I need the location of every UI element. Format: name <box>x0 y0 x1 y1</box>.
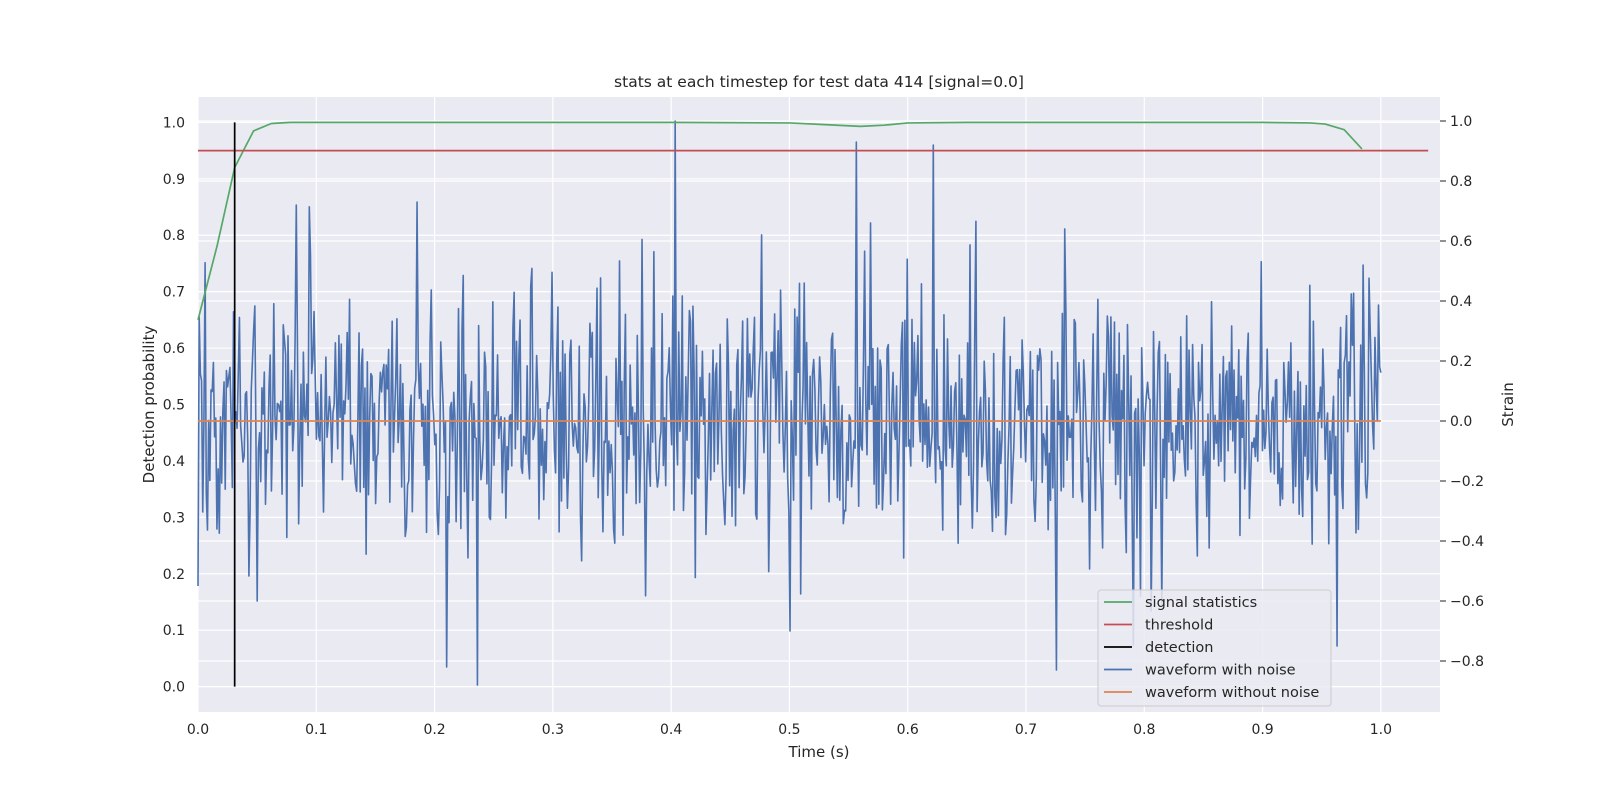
x-tick-label: 0.8 <box>1133 722 1155 738</box>
y-tick-label-left: 0.7 <box>163 285 185 301</box>
y-tick-label-left: 0.0 <box>163 680 185 696</box>
legend-label: signal statistics <box>1145 595 1257 611</box>
y-tick-label-left: 0.4 <box>163 454 185 470</box>
x-tick-label: 0.3 <box>542 722 564 738</box>
y-tick-label-right: −0.8 <box>1450 654 1484 670</box>
y-tick-label-right: −0.6 <box>1450 594 1484 610</box>
series-line-waveform-with-noise <box>197 120 1382 686</box>
y-tick-label-right: 0.8 <box>1450 174 1472 190</box>
legend-label: threshold <box>1145 618 1213 634</box>
y-axis-label-left: Detection probability <box>140 326 158 484</box>
y-tick-label-left: 1.0 <box>163 115 185 131</box>
ticks: 0.0 0.1 0.2 0.3 0.4 0.5 0.6 0.7 0.8 0.9 1.0 0.0 0.1 0… <box>163 114 1484 738</box>
x-tick-label: 0.4 <box>660 722 682 738</box>
y-axis-label-right: Strain <box>1499 382 1517 426</box>
y-tick-label-right: 0.2 <box>1450 354 1472 370</box>
series-layer <box>197 120 1429 687</box>
series-line-signal-statistics <box>197 121 1363 321</box>
x-tick-label: 0.7 <box>1015 722 1037 738</box>
y-tick-label-right: 0.0 <box>1450 414 1472 430</box>
y-tick-label-left: 0.3 <box>163 510 185 526</box>
y-tick-label-left: 0.6 <box>163 341 185 357</box>
legend-label: waveform without noise <box>1145 685 1319 701</box>
y-tick-label-left: 0.2 <box>163 567 185 583</box>
y-tick-label-right: −0.4 <box>1450 534 1484 550</box>
legend-box <box>1097 589 1332 707</box>
y-tick-label-right: 0.6 <box>1450 234 1472 250</box>
x-tick-label: 0.5 <box>778 722 800 738</box>
x-axis-label: Time (s) <box>788 743 850 761</box>
x-tick-label: 0.0 <box>187 722 209 738</box>
y-tick-label-left: 0.5 <box>163 398 185 414</box>
y-tick-label-left: 0.9 <box>163 172 185 188</box>
y-tick-label-right: 0.4 <box>1450 294 1472 310</box>
chart-title: stats at each timestep for test data 414… <box>614 73 1024 91</box>
y-tick-label-left: 0.1 <box>163 623 185 639</box>
x-tick-label: 1.0 <box>1370 722 1392 738</box>
legend-label: waveform with noise <box>1145 663 1296 679</box>
x-tick-label: 0.2 <box>423 722 445 738</box>
y-tick-label-right: −0.2 <box>1450 474 1484 490</box>
legend: signal statistics threshold detection wavef… <box>1097 589 1332 707</box>
x-tick-label: 0.9 <box>1251 722 1273 738</box>
x-tick-label: 0.6 <box>897 722 919 738</box>
y-tick-label-left: 0.8 <box>163 228 185 244</box>
legend-label: detection <box>1145 640 1213 656</box>
x-tick-label: 0.1 <box>305 722 327 738</box>
y-tick-label-right: 1.0 <box>1450 114 1472 130</box>
